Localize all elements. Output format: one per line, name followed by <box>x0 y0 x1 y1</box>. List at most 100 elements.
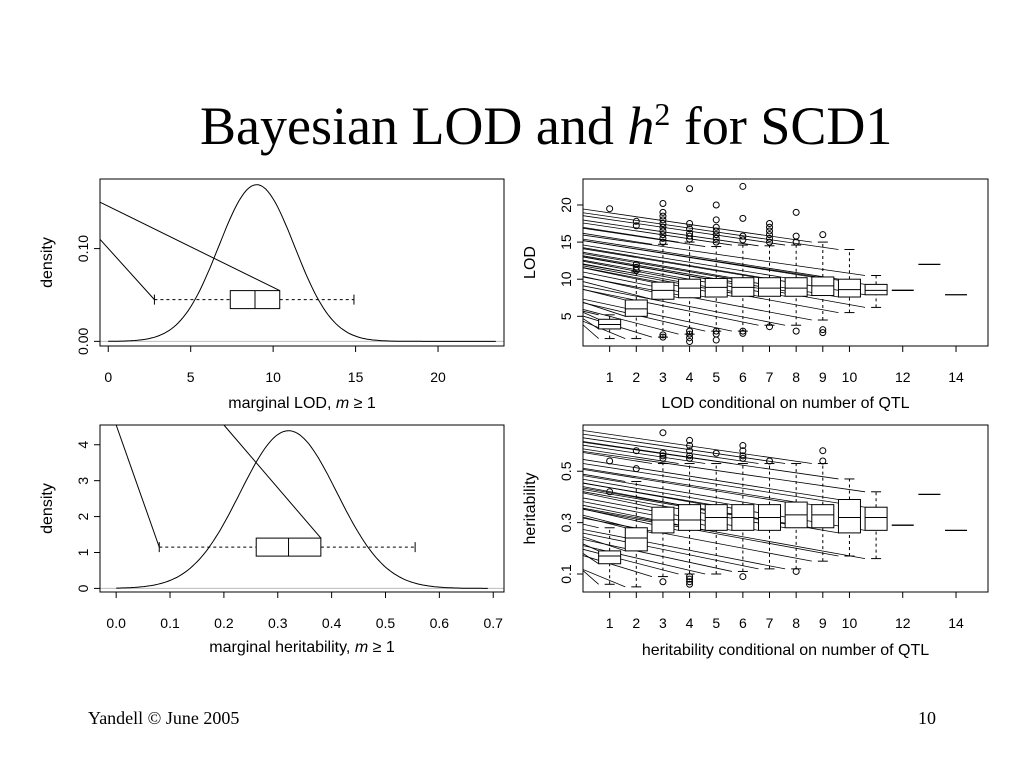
plot-frame <box>99 424 505 593</box>
outlier-point <box>686 575 694 583</box>
fan-line <box>583 437 759 464</box>
outlier-point <box>792 208 800 216</box>
outlier-point <box>739 452 747 460</box>
outlier-point <box>819 326 827 334</box>
outlier-point <box>686 452 694 460</box>
y-tick-label: 0 <box>75 584 91 592</box>
fan-line <box>583 523 599 529</box>
outlier-point <box>686 573 694 581</box>
y-tick-label: 5 <box>558 312 574 320</box>
box-group-11 <box>864 491 888 560</box>
x-tick-label: 7 <box>766 615 774 631</box>
box-group-10 <box>837 478 861 557</box>
outlier-point <box>659 429 667 437</box>
y-tick-label: 4 <box>75 441 91 449</box>
fan-line <box>583 238 839 280</box>
fan-line <box>583 475 759 506</box>
fan-line <box>583 467 812 506</box>
box-group-3 <box>651 199 675 341</box>
x-tick-label: 1 <box>606 615 614 631</box>
x-tick-label: 3 <box>659 615 667 631</box>
box-iqr <box>837 499 861 534</box>
outlier-point <box>686 232 694 240</box>
connector-line <box>99 238 155 300</box>
outlier-point <box>659 227 667 235</box>
outlier-point <box>712 449 720 457</box>
fan-line <box>583 263 759 297</box>
fan-line <box>583 222 732 246</box>
outlier-point <box>632 447 640 455</box>
fan-line <box>583 430 812 464</box>
outlier-point <box>659 238 667 246</box>
outlier-point <box>659 212 667 220</box>
outlier-point <box>819 231 827 239</box>
title-superscript: 2 <box>654 96 671 132</box>
fan-line <box>583 251 732 279</box>
outlier-point <box>739 214 747 222</box>
outlier-point <box>606 488 614 496</box>
page-number: 10 <box>918 708 936 728</box>
outlier-point <box>632 465 640 473</box>
outlier-point <box>712 336 720 344</box>
fan-line <box>583 227 706 247</box>
box-group-11 <box>864 274 888 308</box>
outlier-point <box>686 442 694 450</box>
fan-line <box>583 289 759 326</box>
box-iqr <box>678 504 702 531</box>
outlier-point <box>606 205 614 213</box>
outlier-point <box>659 220 667 228</box>
x-tick-label: 9 <box>819 369 827 385</box>
fan-line <box>583 276 812 321</box>
y-tick-label: 0.3 <box>558 513 574 533</box>
outlier-point <box>739 236 747 244</box>
x-tick-label: 1 <box>606 369 614 385</box>
outlier-point <box>659 333 667 341</box>
outlier-point <box>712 201 720 209</box>
outlier-point <box>739 182 747 190</box>
outlier-point <box>712 216 720 224</box>
x-tick-label: 8 <box>792 369 800 385</box>
box-group-5 <box>704 201 728 344</box>
fan-line <box>583 310 599 316</box>
y-tick-label: 0.10 <box>75 235 91 262</box>
fan-line <box>583 318 599 330</box>
x-axis-label: marginal LOD, m ≥ 1 <box>228 395 376 412</box>
box-group-8 <box>784 208 808 335</box>
box-iqr <box>864 506 888 531</box>
box-group-10 <box>837 249 861 314</box>
outlier-point <box>712 231 720 239</box>
box-group-9 <box>811 231 835 337</box>
outlier-point <box>686 454 694 462</box>
outlier-point <box>712 234 720 242</box>
slide-title: Bayesian LOD and h2 for SCD1 <box>200 95 960 157</box>
outlier-point <box>659 208 667 216</box>
connector-line <box>99 201 280 292</box>
x-axis-label-prefix: marginal heritability, <box>209 639 355 656</box>
x-tick-label: 6 <box>739 369 747 385</box>
h2-conditional-plot: 1 2 3 4 5 6 7 8 9 10 12 140.10.30.5heritabilityheri… <box>522 424 989 659</box>
outlier-point <box>739 327 747 335</box>
outlier-point <box>766 231 774 239</box>
y-tick-label: 0.5 <box>558 461 574 481</box>
lod-density-plot: 0 5 10 15 20 0.00 0.10 density marginal LOD, m ≥… <box>39 178 505 412</box>
box-group-7 <box>758 457 782 570</box>
fan-line <box>583 444 706 464</box>
x-axis-label-suffix: ≥ 1 <box>368 639 395 656</box>
outlier-point <box>766 323 774 331</box>
x-tick-label: 8 <box>792 615 800 631</box>
box-group-2 <box>624 447 648 588</box>
outlier-point <box>792 567 800 575</box>
outlier-point <box>686 436 694 444</box>
y-axis-label: density <box>39 237 56 288</box>
x-tick-label: 4 <box>686 615 694 631</box>
fan-line <box>583 248 759 279</box>
x-tick-label: 6 <box>739 615 747 631</box>
x-axis-label-var: m <box>336 395 349 412</box>
x-tick-label: 12 <box>895 615 911 631</box>
x-tick-label: 14 <box>948 615 964 631</box>
x-tick-label: 3 <box>659 369 667 385</box>
outlier-point <box>712 330 720 338</box>
outlier-point <box>686 578 694 586</box>
y-tick-label: 20 <box>558 197 574 213</box>
title-h: h <box>627 96 655 156</box>
